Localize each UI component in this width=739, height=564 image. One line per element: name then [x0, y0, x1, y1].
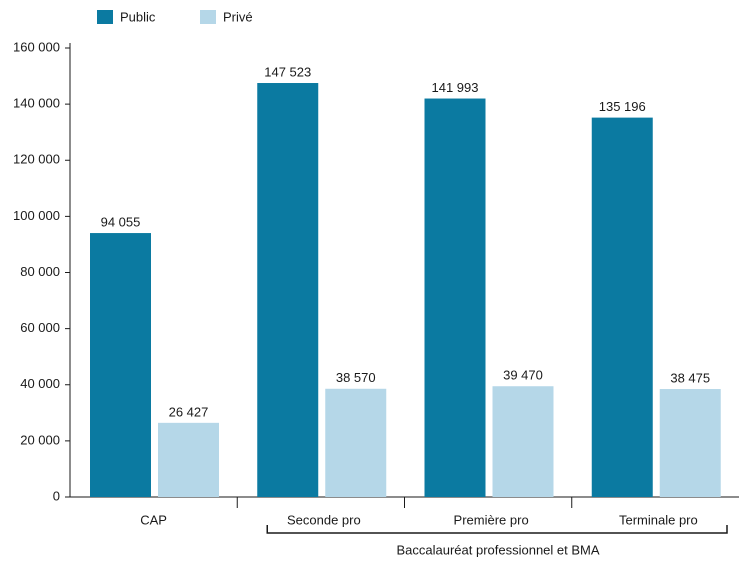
legend-label: Privé: [223, 9, 253, 24]
value-label: 94 055: [101, 214, 141, 229]
x-tick-label: Seconde pro: [287, 512, 361, 527]
legend-swatch: [200, 10, 216, 24]
y-tick-label: 0: [53, 488, 60, 503]
group-bracket: [266, 525, 728, 534]
y-tick-label: 40 000: [20, 376, 60, 391]
legend-swatch: [97, 10, 113, 24]
value-label: 26 427: [169, 404, 209, 419]
y-tick-label: 60 000: [20, 320, 60, 335]
bar: [325, 388, 387, 497]
value-label: 141 993: [432, 80, 479, 95]
group-label: Baccalauréat professionnel et BMA: [396, 542, 599, 557]
bar: [90, 233, 151, 497]
y-tick-label: 160 000: [13, 39, 60, 54]
x-tick-label: Terminale pro: [619, 512, 698, 527]
value-label: 135 196: [599, 99, 646, 114]
value-label: 147 523: [264, 64, 311, 79]
y-tick-label: 100 000: [13, 208, 60, 223]
value-label: 38 475: [670, 370, 710, 385]
bar: [158, 422, 219, 497]
legend-label: Public: [120, 9, 156, 24]
y-tick-label: 140 000: [13, 96, 60, 111]
x-tick-label: Première pro: [454, 512, 529, 527]
x-tick-label: CAP: [140, 512, 167, 527]
value-label: 38 570: [336, 370, 376, 385]
y-tick-label: 80 000: [20, 264, 60, 279]
bar: [424, 98, 486, 498]
bar: [591, 117, 653, 497]
y-tick-label: 120 000: [13, 152, 60, 167]
bar: [492, 386, 554, 497]
bar: [659, 389, 721, 497]
y-tick-label: 20 000: [20, 432, 60, 447]
value-label: 39 470: [503, 368, 543, 383]
bar: [257, 83, 319, 497]
